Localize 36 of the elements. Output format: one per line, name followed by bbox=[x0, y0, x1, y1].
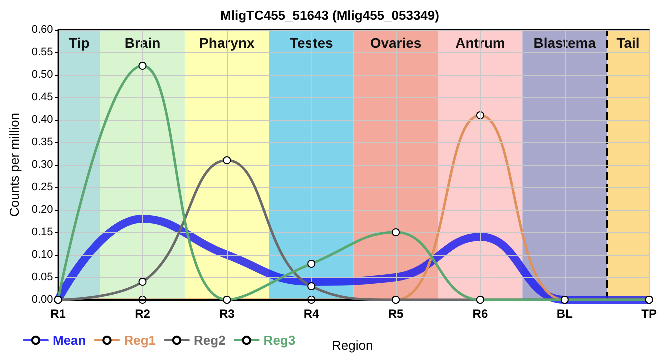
y-tick-label: 0.60 bbox=[32, 24, 54, 36]
x-tick-label: R2 bbox=[135, 307, 151, 321]
x-tick-label: R3 bbox=[220, 307, 236, 321]
y-tick-label: 0.50 bbox=[32, 69, 54, 81]
y-tick-label: 0.40 bbox=[32, 114, 54, 126]
y-tick-label: 0.45 bbox=[32, 92, 54, 104]
band-label: Pharynx bbox=[200, 35, 256, 51]
x-tick-label: BL bbox=[556, 307, 573, 321]
legend-label: Reg2 bbox=[194, 333, 226, 348]
band-label: Ovaries bbox=[370, 35, 422, 51]
y-tick-label: 0.10 bbox=[32, 249, 54, 261]
x-tick-label: R6 bbox=[472, 307, 488, 321]
y-tick-label: 0.15 bbox=[32, 226, 54, 238]
y-tick-label: 0.55 bbox=[32, 46, 54, 58]
x-tick-label: R5 bbox=[388, 307, 404, 321]
x-tick-label: R4 bbox=[304, 307, 320, 321]
band-label: Brain bbox=[124, 35, 161, 51]
band-label: Testes bbox=[290, 35, 334, 51]
chart-title: MligTC455_51643 (Mlig455_053349) bbox=[220, 8, 440, 23]
legend-label: Reg3 bbox=[264, 333, 296, 348]
x-tick-label: TP bbox=[642, 307, 658, 321]
x-axis-title: Region bbox=[332, 338, 374, 353]
y-tick-label: 0.20 bbox=[32, 204, 54, 216]
y-tick-label: 0.30 bbox=[32, 159, 54, 171]
legend-label: Reg1 bbox=[124, 333, 156, 348]
band-label: Antrum bbox=[456, 35, 506, 51]
x-tick-label: R1 bbox=[50, 307, 66, 321]
band-label: Tail bbox=[616, 35, 640, 51]
y-tick-label: 0.05 bbox=[32, 272, 54, 284]
band-label: Blastema bbox=[534, 35, 596, 51]
y-axis-title: Counts per million bbox=[7, 112, 22, 218]
y-tick-label: 0.00 bbox=[32, 294, 54, 306]
band-label: Tip bbox=[69, 35, 90, 51]
y-tick-label: 0.25 bbox=[32, 182, 54, 194]
y-tick-label: 0.35 bbox=[32, 136, 54, 148]
legend-label: Mean bbox=[53, 333, 86, 348]
